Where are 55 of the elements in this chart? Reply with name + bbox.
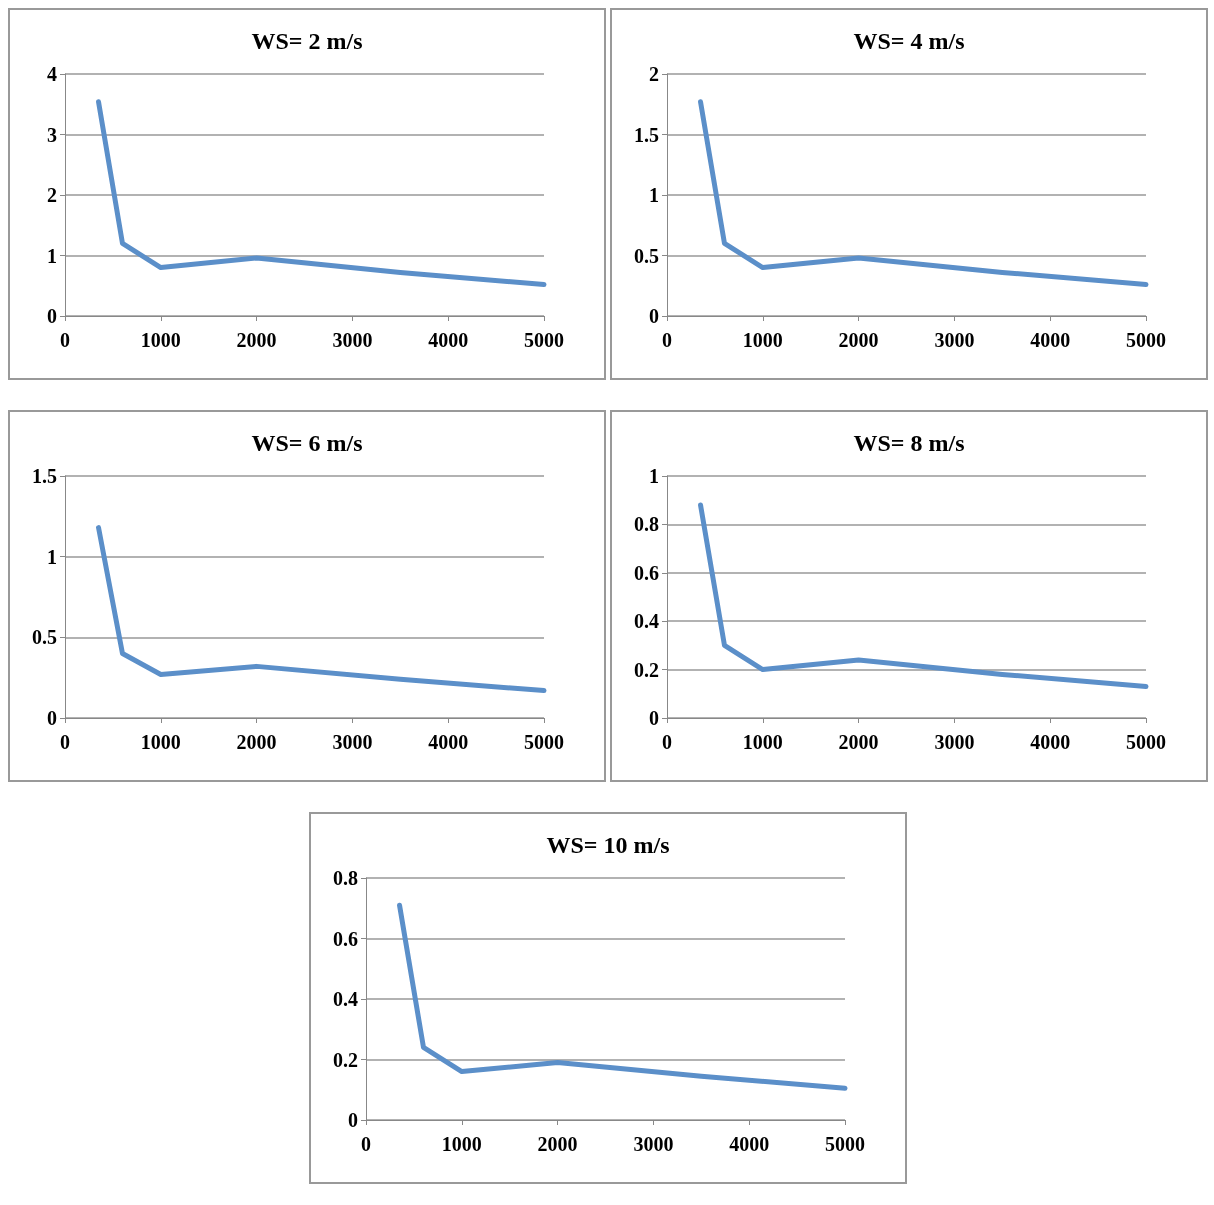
y-tick-label: 0.6 (333, 927, 358, 950)
x-tick-label: 4000 (428, 731, 469, 753)
x-tick-label: 3000 (332, 329, 373, 351)
y-tick-label: 4 (47, 63, 57, 85)
x-tick-label: 1000 (140, 329, 181, 351)
y-tick-label: 3 (47, 123, 57, 146)
x-tick-label: 3000 (633, 1133, 674, 1155)
chart-title: WS= 6 m/s (251, 430, 363, 456)
x-tick-label: 5000 (1126, 731, 1166, 753)
chart-title: WS= 4 m/s (853, 28, 965, 54)
y-tick-label: 0.5 (32, 626, 57, 649)
y-tick-label: 0 (47, 305, 57, 327)
chart-title: WS= 10 m/s (546, 832, 670, 858)
y-tick-label: 0 (649, 707, 659, 729)
y-tick-label: 0.4 (333, 988, 358, 1010)
x-tick-label: 4000 (729, 1133, 770, 1155)
x-tick-label: 2000 (537, 1133, 578, 1155)
y-tick-label: 1 (47, 545, 57, 568)
x-tick-label: 1000 (140, 731, 181, 753)
x-tick-label: 5000 (1126, 329, 1166, 351)
y-tick-label: 1 (649, 465, 659, 487)
x-tick-label: 3000 (332, 731, 373, 753)
y-tick-label: 0.4 (634, 610, 659, 633)
y-tick-label: 0.2 (333, 1048, 358, 1071)
y-tick-label: 0 (649, 305, 659, 327)
x-tick-label: 2000 (838, 731, 879, 753)
x-tick-label: 1000 (441, 1133, 482, 1155)
x-tick-label: 2000 (236, 329, 277, 351)
y-tick-label: 1.5 (32, 465, 57, 487)
y-tick-label: 0.2 (634, 658, 659, 681)
x-tick-label: 5000 (524, 731, 564, 753)
y-tick-label: 1.5 (634, 123, 659, 146)
y-tick-label: 0.5 (634, 244, 659, 267)
y-tick-label: 1 (649, 184, 659, 206)
chart-title: WS= 2 m/s (251, 28, 363, 54)
x-tick-label: 1000 (742, 329, 783, 351)
y-tick-label: 1 (47, 244, 57, 267)
x-tick-label: 2000 (236, 731, 277, 753)
y-tick-label: 2 (649, 63, 659, 85)
y-tick-label: 0 (348, 1109, 358, 1131)
y-tick-label: 0.8 (634, 513, 659, 536)
x-tick-label: 3000 (934, 731, 975, 753)
x-tick-label: 5000 (825, 1133, 865, 1155)
y-tick-label: 2 (47, 184, 57, 206)
x-tick-label: 5000 (524, 329, 564, 351)
y-tick-label: 0 (47, 707, 57, 729)
x-tick-label: 2000 (838, 329, 879, 351)
x-tick-label: 1000 (742, 731, 783, 753)
x-tick-label: 4000 (1030, 329, 1071, 351)
chart-title: WS= 8 m/s (853, 430, 965, 456)
y-tick-label: 0.6 (634, 561, 659, 584)
x-tick-label: 4000 (1030, 731, 1071, 753)
x-tick-label: 3000 (934, 329, 975, 351)
y-tick-label: 0.8 (333, 867, 358, 889)
x-tick-label: 4000 (428, 329, 469, 351)
